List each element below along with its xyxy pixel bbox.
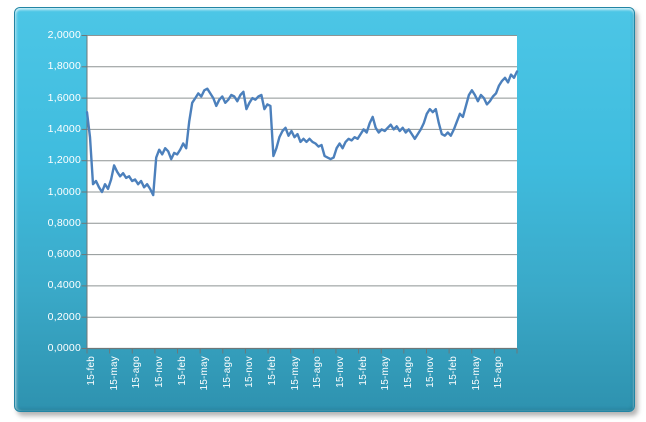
y-axis-label: 1,6000	[47, 91, 81, 104]
x-axis-label: 15-ago	[493, 355, 505, 388]
y-axis-label: 1,4000	[47, 122, 81, 135]
x-axis-label: 15-ago	[221, 355, 233, 388]
x-axis-label: 15-may	[199, 355, 211, 391]
x-axis-label: 15-feb	[176, 355, 188, 386]
y-axis-label: 1,0000	[47, 185, 81, 198]
x-axis-label: 15-may	[470, 355, 482, 391]
x-axis-label: 15-nov	[334, 355, 346, 388]
chart-container[interactable]: 2,0000 1,8000 1,6000 1,4000 1,2000 1,0000 0,80…	[14, 7, 635, 412]
y-axis-label: 0,4000	[47, 279, 81, 292]
y-axis-label: 2,0000	[47, 29, 81, 41]
x-axis-label: 15-feb	[267, 355, 279, 386]
y-axis-label: 0,8000	[47, 216, 81, 229]
x-axis-label: 15-feb	[448, 355, 460, 386]
x-axis-label: 15-nov	[244, 355, 256, 388]
y-axis-label: 0,6000	[47, 248, 81, 261]
x-axis-label: 15-feb	[357, 355, 369, 386]
x-axis-label: 15-may	[380, 355, 392, 391]
y-axis-label: 1,8000	[47, 60, 81, 73]
x-axis-label: 15-nov	[153, 355, 165, 388]
x-axis-label: 15-nov	[425, 355, 437, 388]
x-axis-label: 15-may	[289, 355, 301, 391]
x-axis-label: 15-ago	[402, 355, 414, 388]
y-axis-label: 0,0000	[47, 342, 81, 354]
x-axis-label: 15-ago	[312, 355, 324, 388]
x-axis-label: 15-ago	[131, 355, 143, 388]
plot-area	[81, 35, 519, 354]
y-axis-label: 1,2000	[47, 154, 81, 167]
y-axis-label: 0,2000	[47, 310, 81, 323]
x-axis-label: 15-feb	[86, 355, 97, 386]
x-axis-label: 15-may	[108, 355, 120, 391]
series-line	[85, 70, 519, 197]
